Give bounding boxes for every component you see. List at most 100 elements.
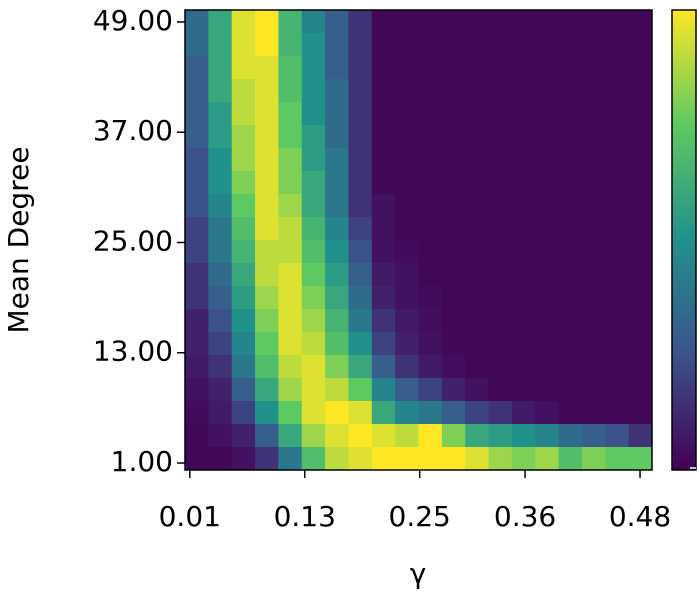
heatmap-cell <box>395 332 419 356</box>
heatmap-cell <box>231 217 256 241</box>
heatmap-cell <box>301 194 326 218</box>
heatmap-cell <box>208 355 233 379</box>
heatmap-cell <box>605 286 630 310</box>
heatmap-cell <box>325 10 349 34</box>
heatmap-cell <box>278 10 303 34</box>
x-axis-label: γ <box>410 557 427 590</box>
heatmap-cell <box>395 401 419 425</box>
heatmap-cell <box>605 309 630 333</box>
heatmap-cell <box>278 447 303 471</box>
heatmap-cell <box>278 33 303 57</box>
heatmap-cell <box>511 217 536 241</box>
heatmap-cell <box>488 286 513 310</box>
heatmap-cell <box>418 286 443 310</box>
heatmap-cell <box>348 355 373 379</box>
heatmap-cell <box>208 447 233 471</box>
x-tick-label: 0.48 <box>609 500 671 533</box>
heatmap-cell <box>418 102 443 126</box>
heatmap-cell <box>395 424 419 448</box>
heatmap-cell <box>348 79 373 103</box>
heatmap-cell <box>488 309 513 333</box>
y-tick-label: 1.00 <box>111 445 173 478</box>
heatmap-cell <box>628 56 653 80</box>
heatmap-cell <box>255 56 279 80</box>
heatmap-cell <box>185 125 209 149</box>
heatmap-cell <box>208 79 233 103</box>
heatmap-cell <box>581 171 606 195</box>
heatmap-cell <box>465 102 490 126</box>
heatmap-cell <box>325 332 349 356</box>
heatmap-cell <box>301 447 326 471</box>
heatmap-cell <box>325 33 349 57</box>
heatmap-cell <box>185 424 209 448</box>
heatmap-cell <box>581 286 606 310</box>
heatmap-cell <box>301 286 326 310</box>
heatmap-cell <box>255 240 279 264</box>
heatmap-cell <box>325 447 349 471</box>
heatmap-cell <box>581 148 606 172</box>
heatmap-cell <box>325 171 349 195</box>
heatmap-cell <box>535 355 560 379</box>
heatmap-cell <box>208 263 233 287</box>
heatmap-cell <box>628 286 653 310</box>
heatmap-cell <box>231 378 256 402</box>
heatmap-cell <box>581 102 606 126</box>
heatmap-cell <box>441 378 466 402</box>
heatmap-cell <box>231 332 256 356</box>
heatmap-cell <box>278 286 303 310</box>
heatmap-cell <box>511 148 536 172</box>
heatmap-cell <box>535 33 560 57</box>
heatmap-cell <box>581 332 606 356</box>
heatmap-cell <box>511 286 536 310</box>
heatmap-cell <box>558 56 583 80</box>
heatmap-cell <box>371 102 396 126</box>
heatmap-cell <box>628 401 653 425</box>
heatmap-cell <box>255 217 279 241</box>
heatmap-cell <box>605 56 630 80</box>
heatmap-cell <box>325 148 349 172</box>
heatmap-cell <box>395 355 419 379</box>
heatmap-cell <box>325 194 349 218</box>
heatmap-cell <box>371 263 396 287</box>
heatmap-cell <box>558 125 583 149</box>
heatmap-cell <box>581 309 606 333</box>
heatmap-cell <box>535 10 560 34</box>
heatmap-cell <box>395 171 419 195</box>
heatmap-cell <box>325 378 349 402</box>
heatmap-cell <box>511 401 536 425</box>
heatmap-cell <box>185 355 209 379</box>
heatmap-cell <box>465 401 490 425</box>
heatmap-cell <box>511 171 536 195</box>
heatmap-cell <box>441 217 466 241</box>
heatmap-cell <box>395 240 419 264</box>
heatmap-cell <box>628 102 653 126</box>
heatmap-cell <box>418 378 443 402</box>
heatmap-cell <box>605 33 630 57</box>
heatmap-cell <box>371 217 396 241</box>
heatmap-cell <box>605 148 630 172</box>
heatmap-cell <box>371 424 396 448</box>
heatmap-cell <box>231 171 256 195</box>
heatmap-cell <box>255 378 279 402</box>
x-tick-label: 0.01 <box>159 500 221 533</box>
heatmap-cell <box>395 447 419 471</box>
heatmap-cell <box>465 171 490 195</box>
heatmap-cell <box>465 79 490 103</box>
y-tick-label: 49.00 <box>93 4 173 37</box>
heatmap-cell <box>488 56 513 80</box>
heatmap-cell <box>255 332 279 356</box>
heatmap-cell <box>278 424 303 448</box>
heatmap-cell <box>535 171 560 195</box>
heatmap-cell <box>465 148 490 172</box>
y-axis-label: Mean Degree <box>2 146 35 333</box>
heatmap-cell <box>301 79 326 103</box>
heatmap-cell <box>628 424 653 448</box>
heatmap-cell <box>418 194 443 218</box>
heatmap-cell <box>418 171 443 195</box>
heatmap-cell <box>185 240 209 264</box>
heatmap-cell <box>465 217 490 241</box>
heatmap-cell <box>231 424 256 448</box>
heatmap-cell <box>465 33 490 57</box>
heatmap-cell <box>488 79 513 103</box>
